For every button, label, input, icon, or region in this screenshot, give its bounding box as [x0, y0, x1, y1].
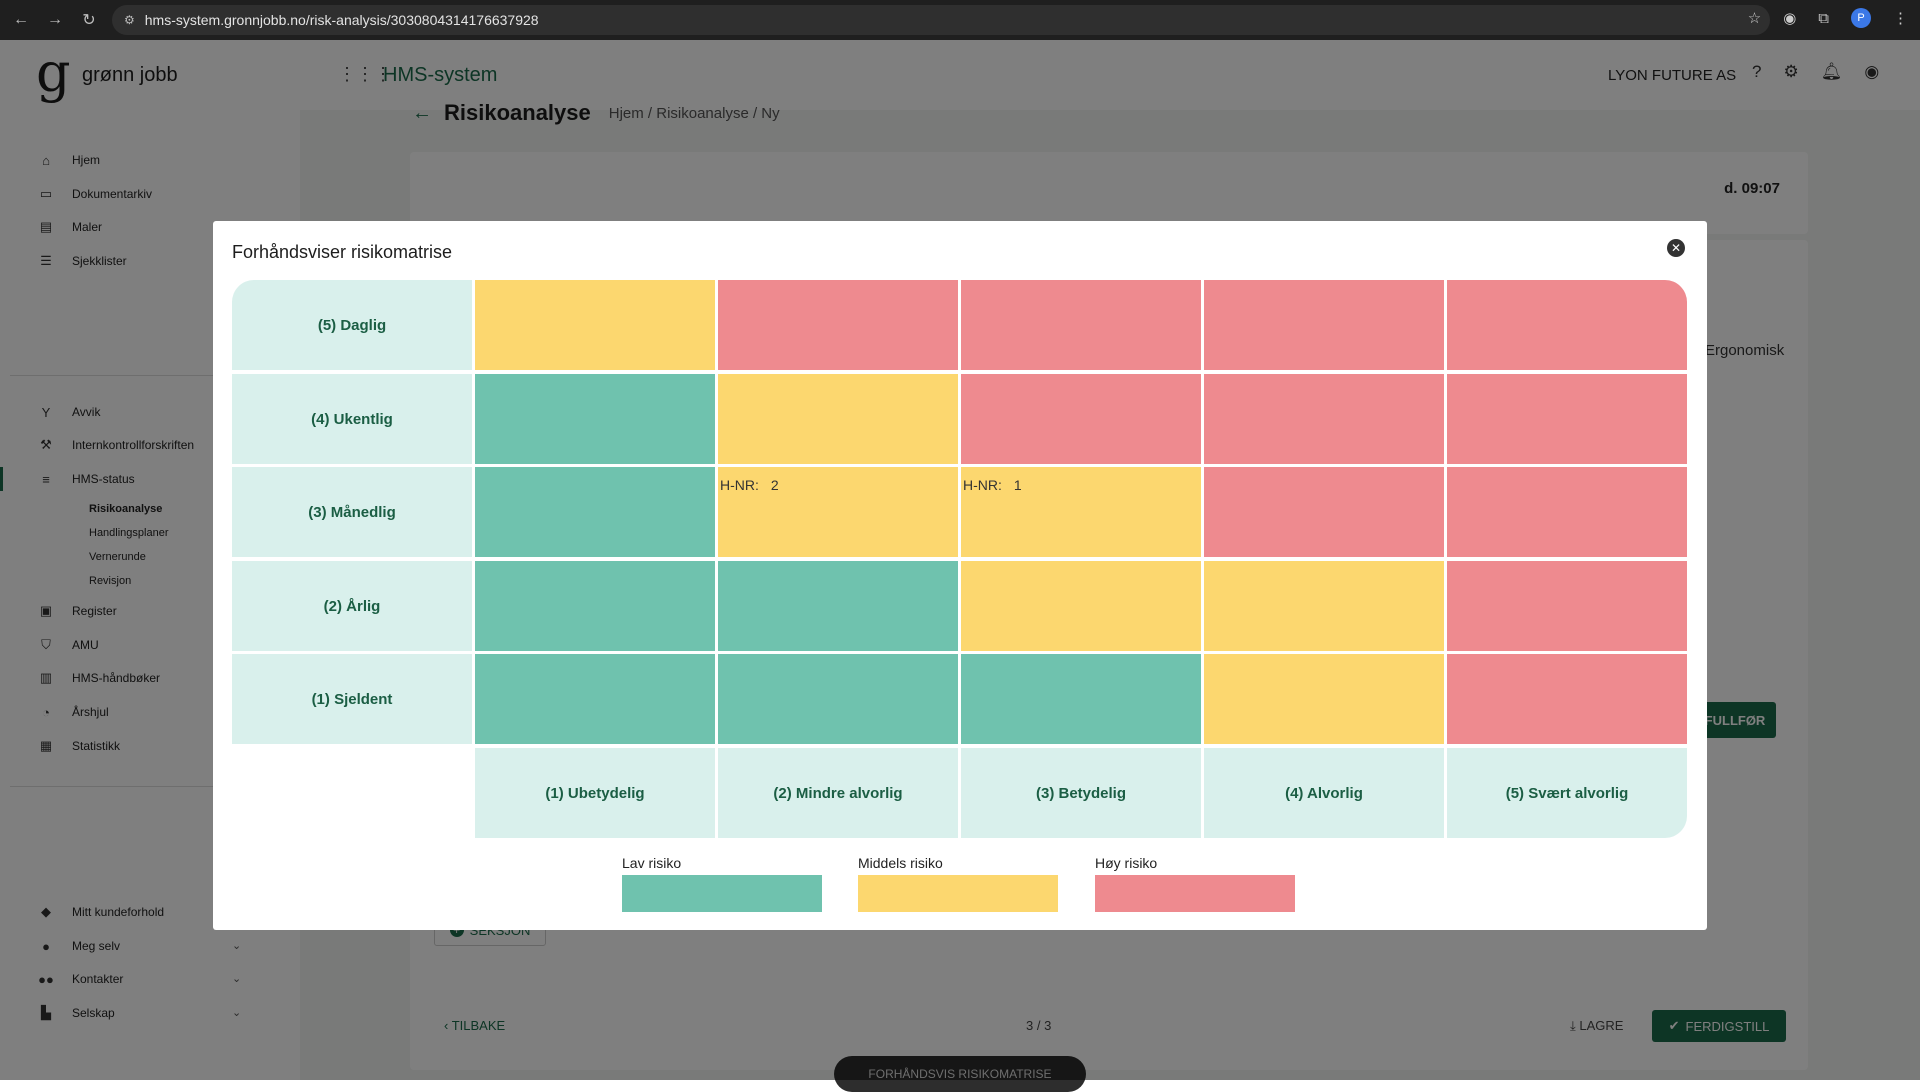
address-bar[interactable]: ⚙ hms-system.gronnjobb.no/risk-analysis/… [112, 5, 1770, 35]
modal-title: Forhåndsviser risikomatrise [232, 242, 453, 262]
profile-avatar[interactable]: P [1851, 8, 1871, 28]
matrix-cell-mid [961, 561, 1201, 651]
column-label: (5) Svært alvorlig [1447, 748, 1687, 838]
browser-toolbar: ← → ↻ ⚙ hms-system.gronnjobb.no/risk-ana… [0, 0, 1920, 40]
legend-swatch-mid [858, 875, 1058, 912]
row-label: (5) Daglig [232, 280, 472, 370]
back-icon[interactable]: ← [13, 11, 29, 28]
matrix-cell-high [1204, 374, 1444, 464]
hazard-marker[interactable]: H-NR: 2 [720, 477, 779, 493]
site-settings-icon[interactable]: ⚙ [124, 13, 135, 27]
browser-menu-icon[interactable]: ⋮ [1893, 10, 1908, 27]
matrix-cell-low [475, 654, 715, 744]
column-label: (4) Alvorlig [1204, 748, 1444, 838]
hazard-number: 1 [1013, 477, 1022, 493]
hazard-marker[interactable]: H-NR: 1 [963, 477, 1022, 493]
extensions-icon[interactable]: ⧉ [1818, 9, 1829, 27]
matrix-cell-low [961, 654, 1201, 744]
legend-item-high: Høy risiko [1095, 855, 1295, 912]
matrix-cell-high [718, 280, 958, 370]
matrix-cell-high [1447, 654, 1687, 744]
matrix-cell-mid [1204, 561, 1444, 651]
matrix-cell-low [718, 561, 958, 651]
column-label: (1) Ubetydelig [475, 748, 715, 838]
matrix-cell-mid [718, 374, 958, 464]
column-label: (3) Betydelig [961, 748, 1201, 838]
legend-label: Lav risiko [622, 855, 682, 871]
legend-item-low: Lav risiko [622, 855, 822, 912]
row-label: (2) Årlig [232, 561, 472, 651]
hazard-number: 2 [770, 477, 779, 493]
matrix-cell-high [1447, 467, 1687, 557]
matrix-cell-mid: H-NR: 1 [961, 467, 1201, 557]
reload-icon[interactable]: ↻ [82, 12, 96, 29]
risk-matrix-modal: Forhåndsviser risikomatrise ✕ (5) Daglig… [213, 221, 1707, 930]
matrix-cell-low [475, 374, 715, 464]
matrix-cell-high [1447, 280, 1687, 370]
row-label: (3) Månedlig [232, 467, 472, 557]
extension-1password-icon[interactable]: ◉ [1783, 10, 1797, 27]
legend-swatch-high [1095, 875, 1295, 912]
forward-icon[interactable]: → [47, 11, 63, 28]
legend-swatch-low [622, 875, 822, 912]
matrix-cell-low [718, 654, 958, 744]
risk-matrix: (5) Daglig (4) Ukentlig (3) Månedlig H-NR: 2… [232, 280, 1688, 839]
matrix-cell-high [1204, 280, 1444, 370]
matrix-cell-high [961, 280, 1201, 370]
matrix-cell-mid: H-NR: 2 [718, 467, 958, 557]
legend-label: Høy risiko [1095, 855, 1158, 871]
column-label: (2) Mindre alvorlig [718, 748, 958, 838]
legend-item-mid: Middels risiko [858, 855, 1058, 912]
legend-label: Middels risiko [858, 855, 943, 871]
row-label: (1) Sjeldent [232, 654, 472, 744]
matrix-cell-high [1447, 561, 1687, 651]
matrix-cell-mid [475, 280, 715, 370]
row-label: (4) Ukentlig [232, 374, 472, 464]
matrix-cell-high [1447, 374, 1687, 464]
matrix-cell-high [961, 374, 1201, 464]
hazard-prefix: H-NR: [720, 477, 759, 493]
hazard-prefix: H-NR: [963, 477, 1002, 493]
matrix-cell-low [475, 467, 715, 557]
matrix-cell-mid [1204, 654, 1444, 744]
matrix-cell-high [1204, 467, 1444, 557]
bookmark-star-icon[interactable]: ☆ [1747, 10, 1762, 27]
url-text: hms-system.gronnjobb.no/risk-analysis/30… [144, 12, 539, 28]
matrix-cell-low [475, 561, 715, 651]
close-icon[interactable]: ✕ [1667, 239, 1685, 257]
